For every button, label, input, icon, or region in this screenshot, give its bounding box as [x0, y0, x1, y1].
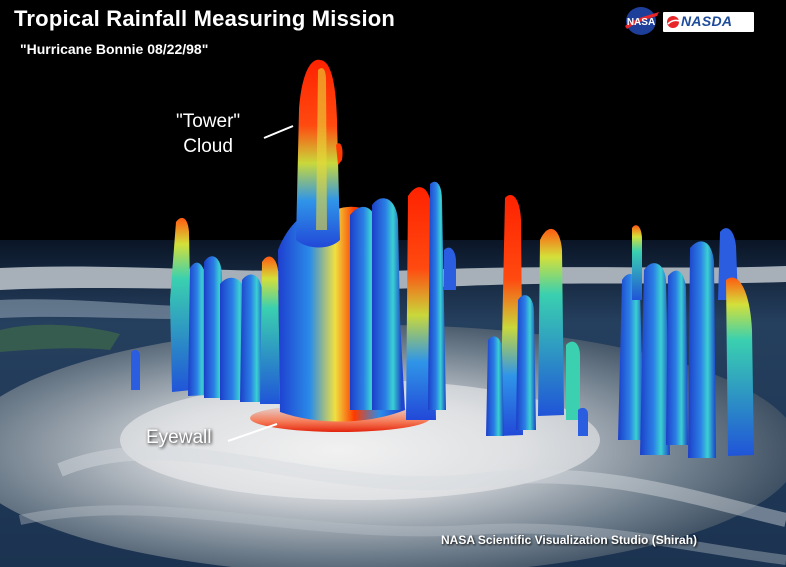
inner-cloud-ring	[120, 380, 600, 500]
tower-core	[316, 68, 327, 230]
page-subtitle: "Hurricane Bonnie 08/22/98"	[20, 41, 209, 57]
page-title: Tropical Rainfall Measuring Mission	[14, 6, 396, 31]
rain-column	[640, 263, 670, 455]
nasda-emblem-icon	[667, 16, 680, 28]
rain-column	[688, 241, 716, 458]
eyewall-label: Eyewall	[146, 427, 212, 448]
rain-column	[726, 277, 754, 456]
nasa-logo-text: NASA	[627, 17, 655, 28]
rain-column	[188, 262, 208, 396]
nasda-logo: NASDA	[663, 12, 754, 32]
eyewall-leader-line	[227, 423, 278, 442]
nasda-logo-text: NASDA	[681, 13, 733, 29]
rain-column	[578, 407, 588, 436]
rain-column	[666, 270, 688, 445]
rain-column	[618, 274, 644, 440]
rain-column	[131, 349, 140, 390]
tower-leader-line	[263, 125, 294, 139]
rain-column	[632, 225, 642, 300]
rain-column	[170, 217, 192, 392]
nasa-logo: NASA	[625, 7, 659, 35]
rain-column	[486, 336, 504, 436]
tower-label-line1: "Tower"	[176, 111, 241, 132]
tower-label-line2: Cloud	[183, 136, 233, 157]
rain-column	[260, 256, 280, 404]
rain-column	[444, 247, 456, 290]
tower-cloud-label: "Tower" Cloud	[176, 109, 240, 159]
spiral-band-outer	[18, 505, 786, 565]
rain-column	[566, 341, 580, 420]
rain-column	[538, 228, 564, 416]
rain-column	[372, 198, 402, 410]
spiral-band	[57, 446, 786, 527]
tower-fragment	[336, 143, 343, 165]
land-patch	[0, 324, 120, 352]
credit-text: NASA Scientific Visualization Studio (Sh…	[441, 533, 698, 547]
rain-column	[240, 274, 264, 402]
rain-column	[516, 295, 536, 430]
rain-column	[428, 181, 446, 410]
